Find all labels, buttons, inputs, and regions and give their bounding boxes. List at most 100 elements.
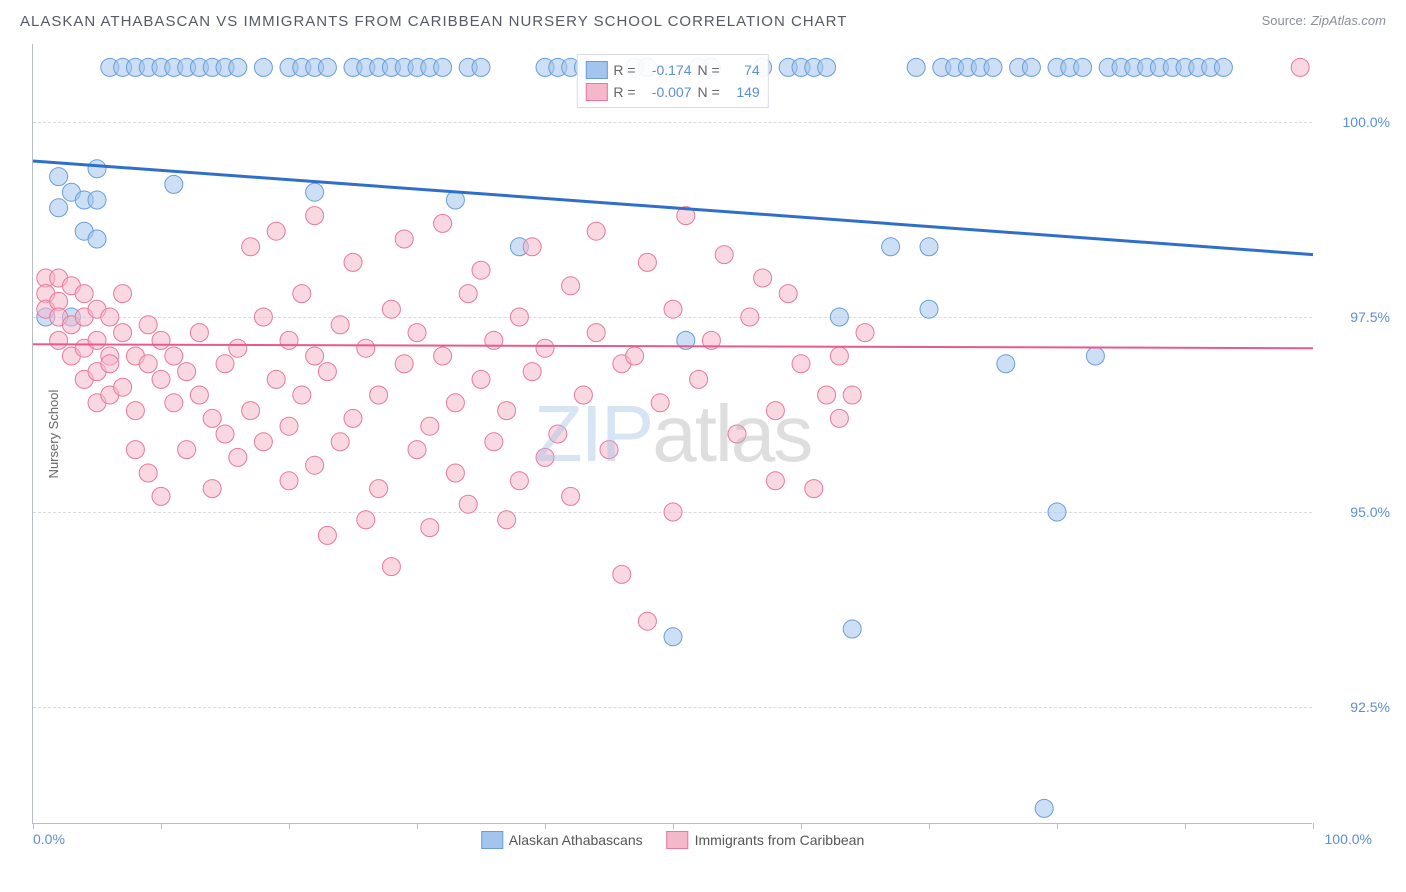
data-point (651, 394, 669, 412)
data-point (690, 370, 708, 388)
legend-swatch (585, 61, 607, 79)
data-point (1022, 58, 1040, 76)
data-point (216, 425, 234, 443)
data-point (549, 425, 567, 443)
data-point (562, 277, 580, 295)
y-tick-label: 97.5% (1350, 309, 1390, 325)
data-point (446, 394, 464, 412)
data-point (1048, 503, 1066, 521)
data-point (600, 441, 618, 459)
data-point (50, 168, 68, 186)
legend-swatch (481, 831, 503, 849)
data-point (101, 355, 119, 373)
x-tick-mark (1313, 823, 1314, 829)
data-point (741, 308, 759, 326)
data-point (421, 417, 439, 435)
data-point (101, 308, 119, 326)
data-point (75, 285, 93, 303)
x-tick-mark (1185, 823, 1186, 829)
data-point (344, 409, 362, 427)
data-point (766, 472, 784, 490)
data-point (830, 308, 848, 326)
data-point (293, 285, 311, 303)
x-tick-mark (33, 823, 34, 829)
x-tick-mark (545, 823, 546, 829)
data-point (818, 58, 836, 76)
data-point (190, 324, 208, 342)
data-point (523, 363, 541, 381)
data-point (267, 222, 285, 240)
data-point (536, 339, 554, 357)
data-point (165, 347, 183, 365)
n-label: N = (698, 84, 720, 100)
data-point (818, 386, 836, 404)
data-point (152, 370, 170, 388)
data-point (523, 238, 541, 256)
data-point (139, 355, 157, 373)
data-point (357, 339, 375, 357)
data-point (728, 425, 746, 443)
data-point (715, 246, 733, 264)
data-point (370, 480, 388, 498)
data-point (229, 58, 247, 76)
data-point (331, 316, 349, 334)
data-point (997, 355, 1015, 373)
data-point (229, 448, 247, 466)
data-point (1035, 799, 1053, 817)
data-point (446, 464, 464, 482)
r-value: -0.174 (642, 62, 692, 78)
data-point (395, 355, 413, 373)
data-point (510, 308, 528, 326)
legend-label: Immigrants from Caribbean (695, 832, 865, 848)
x-tick-mark (289, 823, 290, 829)
data-point (856, 324, 874, 342)
data-point (280, 417, 298, 435)
data-point (472, 261, 490, 279)
data-point (472, 370, 490, 388)
n-value: 74 (726, 62, 760, 78)
data-point (318, 363, 336, 381)
n-label: N = (698, 62, 720, 78)
data-point (587, 222, 605, 240)
data-point (216, 355, 234, 373)
data-point (779, 285, 797, 303)
data-point (254, 433, 272, 451)
data-point (357, 511, 375, 529)
data-point (88, 160, 106, 178)
data-point (267, 370, 285, 388)
data-point (382, 300, 400, 318)
data-point (242, 238, 260, 256)
source-value: ZipAtlas.com (1311, 13, 1386, 28)
data-point (984, 58, 1002, 76)
r-label: R = (613, 84, 635, 100)
data-point (203, 480, 221, 498)
data-point (306, 183, 324, 201)
data-point (306, 207, 324, 225)
y-tick-label: 95.0% (1350, 504, 1390, 520)
bottom-legend: Alaskan Athabascans Immigrants from Carib… (481, 831, 865, 849)
data-point (114, 378, 132, 396)
data-point (434, 58, 452, 76)
data-point (459, 495, 477, 513)
data-point (574, 386, 592, 404)
data-point (766, 402, 784, 420)
data-point (1214, 58, 1232, 76)
n-value: 149 (726, 84, 760, 100)
data-point (498, 402, 516, 420)
data-point (843, 386, 861, 404)
chart-area: Nursery School 92.5%95.0%97.5%100.0% 0.0… (32, 44, 1312, 824)
data-point (434, 214, 452, 232)
source: Source: ZipAtlas.com (1262, 12, 1386, 30)
data-point (638, 253, 656, 271)
stats-legend-row: R =-0.174N =74 (585, 59, 759, 81)
data-point (562, 487, 580, 505)
data-point (882, 238, 900, 256)
data-point (114, 324, 132, 342)
data-point (1291, 58, 1309, 76)
data-point (920, 300, 938, 318)
legend-item: Alaskan Athabascans (481, 831, 643, 849)
data-point (165, 394, 183, 412)
data-point (472, 58, 490, 76)
data-point (843, 620, 861, 638)
data-point (587, 324, 605, 342)
